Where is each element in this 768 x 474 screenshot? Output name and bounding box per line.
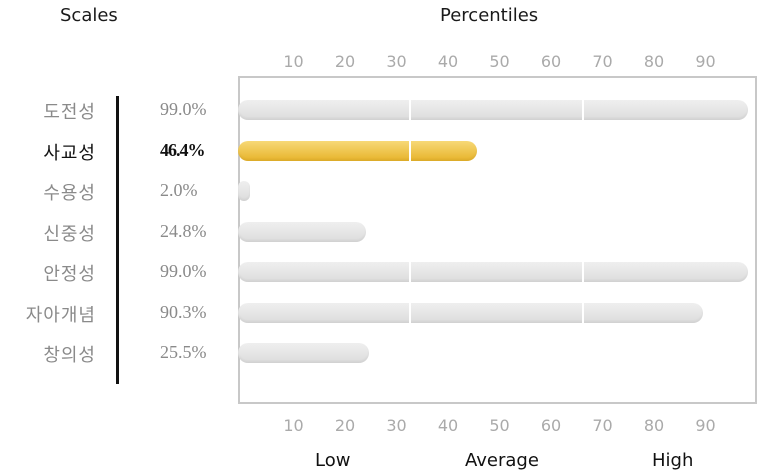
x-tick-label-bottom: 80 bbox=[643, 416, 665, 435]
percentile-bar bbox=[238, 181, 250, 201]
x-tick-label-bottom: 50 bbox=[489, 416, 510, 435]
percentile-bar bbox=[238, 221, 366, 242]
x-tick-label-top: 60 bbox=[540, 52, 562, 71]
scale-label: 도전성 bbox=[43, 102, 96, 123]
x-tick-label-top: 70 bbox=[592, 52, 613, 71]
scale-label: 신중성 bbox=[43, 223, 96, 245]
bar-band-divider bbox=[409, 100, 412, 120]
x-tick-label-bottom: 30 bbox=[386, 416, 407, 435]
scale-label: 자아개념 bbox=[25, 304, 96, 326]
bar-band-divider bbox=[409, 140, 412, 161]
plot-frame bbox=[238, 76, 757, 404]
bar-band-divider bbox=[409, 262, 412, 282]
band-boundary-line bbox=[411, 78, 414, 402]
scale-label: 창의성 bbox=[43, 345, 96, 366]
percentile-bar bbox=[238, 302, 704, 323]
x-tick-label-bottom: 90 bbox=[695, 416, 716, 435]
bar-band-divider bbox=[581, 302, 584, 323]
percentile-bar bbox=[238, 140, 477, 161]
band-label-low: Low bbox=[315, 450, 351, 471]
value-label: 25.5% bbox=[160, 342, 207, 362]
x-tick-label-bottom: 60 bbox=[540, 416, 562, 435]
value-label: 90.3% bbox=[160, 301, 207, 322]
value-label: 2.0% bbox=[160, 180, 198, 200]
x-tick-label-bottom: 10 bbox=[283, 416, 304, 435]
percentile-bar bbox=[238, 343, 370, 363]
bar-band-divider bbox=[581, 262, 584, 282]
x-tick-label-top: 50 bbox=[489, 52, 510, 71]
scales-header: Scales bbox=[60, 5, 118, 26]
band-label-high: High bbox=[652, 450, 694, 471]
x-tick-label-top: 80 bbox=[643, 52, 665, 71]
x-tick-label-top: 10 bbox=[283, 52, 304, 71]
scale-label: 수용성 bbox=[43, 183, 96, 204]
x-tick-label-top: 20 bbox=[334, 52, 356, 71]
x-tick-label-bottom: 20 bbox=[334, 416, 356, 435]
percentiles-header: Percentiles bbox=[440, 5, 539, 26]
band-label-average: Average bbox=[465, 450, 539, 471]
bar-band-divider bbox=[581, 100, 584, 120]
x-tick-label-top: 90 bbox=[695, 52, 716, 71]
bar-band-divider bbox=[409, 302, 412, 323]
value-label: 99.0% bbox=[160, 261, 207, 281]
value-label: 46.4% bbox=[160, 139, 205, 160]
band-boundary-line bbox=[583, 78, 586, 402]
value-label: 99.0% bbox=[160, 99, 207, 119]
x-tick-label-top: 30 bbox=[386, 52, 407, 71]
scale-label: 사교성 bbox=[43, 142, 96, 164]
value-label: 24.8% bbox=[160, 220, 207, 241]
percentile-bar bbox=[238, 100, 748, 120]
x-tick-label-bottom: 70 bbox=[592, 416, 613, 435]
scale-label: 안정성 bbox=[43, 264, 96, 285]
scale-divider-line bbox=[116, 96, 119, 384]
percentile-bar bbox=[238, 262, 748, 282]
x-tick-label-bottom: 40 bbox=[437, 416, 459, 435]
x-tick-label-top: 40 bbox=[437, 52, 459, 71]
